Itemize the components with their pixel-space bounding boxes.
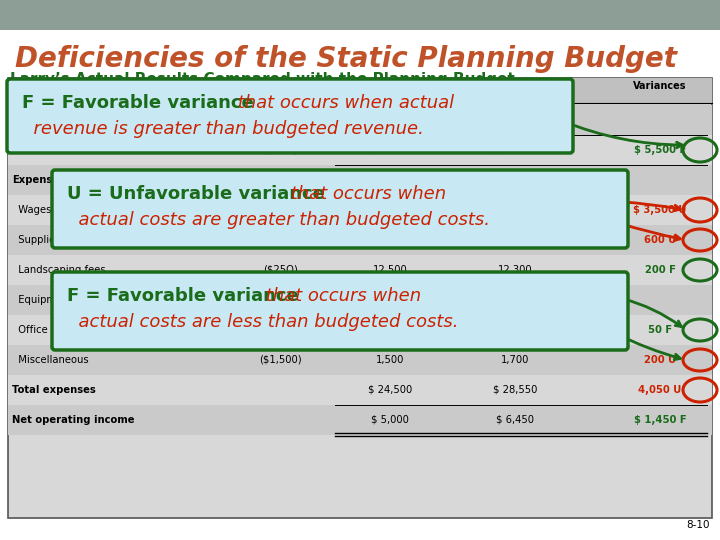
Text: ($75Q): ($75Q) <box>263 145 297 155</box>
Text: Revenue: Revenue <box>12 145 55 155</box>
Text: Number of lawns (Q): Number of lawns (Q) <box>12 115 115 125</box>
Text: that occurs when: that occurs when <box>285 185 446 203</box>
Text: Supplies: Supplies <box>12 235 60 245</box>
Circle shape <box>416 80 434 98</box>
Text: 200 U: 200 U <box>644 355 676 365</box>
Text: 12,300: 12,300 <box>498 265 532 275</box>
Text: Landscaping fees: Landscaping fees <box>12 265 106 275</box>
FancyBboxPatch shape <box>8 78 712 518</box>
FancyBboxPatch shape <box>52 170 628 248</box>
FancyBboxPatch shape <box>8 78 712 103</box>
Text: 1,500: 1,500 <box>376 235 404 245</box>
Text: $ 28,550: $ 28,550 <box>492 385 537 395</box>
Text: 1,500: 1,500 <box>376 355 404 365</box>
Circle shape <box>541 80 559 98</box>
Text: Miscellaneous: Miscellaneous <box>12 355 89 365</box>
FancyBboxPatch shape <box>8 345 712 375</box>
Text: 50 F: 50 F <box>648 325 672 335</box>
FancyBboxPatch shape <box>7 79 573 153</box>
Text: 2,100: 2,100 <box>501 235 529 245</box>
FancyBboxPatch shape <box>8 165 712 195</box>
Text: 8-10: 8-10 <box>686 520 710 530</box>
FancyBboxPatch shape <box>8 195 712 225</box>
Text: actual costs are less than budgeted costs.: actual costs are less than budgeted cost… <box>67 313 459 331</box>
Text: 1,000: 1,000 <box>376 325 404 335</box>
Text: Larry’s Actual Results Compared with the Planning Budget: Larry’s Actual Results Compared with the… <box>10 72 515 87</box>
FancyBboxPatch shape <box>0 0 720 30</box>
FancyBboxPatch shape <box>8 135 712 165</box>
Text: $ 43,000: $ 43,000 <box>493 145 537 155</box>
Text: 10,500: 10,500 <box>498 205 532 215</box>
Text: Revenue/Cost: Revenue/Cost <box>242 81 318 91</box>
FancyBboxPatch shape <box>8 255 712 285</box>
Text: ($1,000): ($1,000) <box>258 325 301 335</box>
Text: Budget: Budget <box>370 89 410 99</box>
Text: Actual: Actual <box>498 81 532 91</box>
Text: Total expenses: Total expenses <box>12 385 96 395</box>
Text: ($14Q): ($14Q) <box>263 205 297 215</box>
Text: $ 1,450 F: $ 1,450 F <box>634 415 686 425</box>
Text: 200 F: 200 F <box>644 265 675 275</box>
Text: ($1,000): ($1,000) <box>258 295 301 305</box>
Text: 500: 500 <box>381 115 400 125</box>
FancyBboxPatch shape <box>8 225 712 255</box>
Text: F = Favorable variance: F = Favorable variance <box>67 287 299 305</box>
Text: $ 5,000: $ 5,000 <box>371 415 409 425</box>
Text: Results: Results <box>495 89 536 99</box>
Text: $ 5,500 F: $ 5,500 F <box>634 145 686 155</box>
Text: 950: 950 <box>505 325 524 335</box>
Text: that occurs when actual: that occurs when actual <box>232 94 454 112</box>
Text: Office and shop utilities: Office and shop utilities <box>12 325 137 335</box>
Text: Expenses:: Expenses: <box>12 175 69 185</box>
Text: Planning: Planning <box>366 81 414 91</box>
Text: Variances: Variances <box>634 81 687 91</box>
Text: Deficiencies of the Static Planning Budget: Deficiencies of the Static Planning Budg… <box>15 45 677 73</box>
Text: Wages and salaries: Wages and salaries <box>12 205 115 215</box>
Text: 550: 550 <box>505 115 524 125</box>
Text: that occurs when: that occurs when <box>260 287 421 305</box>
Text: actual costs are greater than budgeted costs.: actual costs are greater than budgeted c… <box>67 211 490 229</box>
Text: 600 U: 600 U <box>644 235 676 245</box>
Text: 1,000: 1,000 <box>376 295 404 305</box>
Text: 12,500: 12,500 <box>373 265 408 275</box>
Text: Net operating income: Net operating income <box>12 415 135 425</box>
Text: revenue is greater than budgeted revenue.: revenue is greater than budgeted revenue… <box>22 120 424 138</box>
Text: F = Favorable variance: F = Favorable variance <box>22 94 253 112</box>
Text: Equipment dep.: Equipment dep. <box>12 295 97 305</box>
Text: 4,050 U: 4,050 U <box>639 385 682 395</box>
Text: $ 24,500: $ 24,500 <box>368 385 412 395</box>
Text: ($25Q): ($25Q) <box>263 265 297 275</box>
Text: Formulas: Formulas <box>255 89 305 99</box>
Text: ($3Q): ($3Q) <box>266 235 294 245</box>
Text: $ 37,500: $ 37,500 <box>368 145 412 155</box>
FancyBboxPatch shape <box>52 272 628 350</box>
FancyBboxPatch shape <box>8 315 712 345</box>
Text: 7,000: 7,000 <box>376 205 404 215</box>
FancyBboxPatch shape <box>8 105 712 135</box>
Text: ($1,500): ($1,500) <box>258 355 301 365</box>
Text: 1,700: 1,700 <box>501 355 529 365</box>
Text: $ 3,500 U: $ 3,500 U <box>634 205 687 215</box>
Text: U = Unfavorable variance: U = Unfavorable variance <box>67 185 325 203</box>
Text: 1,000: 1,000 <box>501 295 529 305</box>
FancyBboxPatch shape <box>8 405 712 435</box>
FancyBboxPatch shape <box>8 375 712 405</box>
FancyBboxPatch shape <box>8 285 712 315</box>
Text: $ 6,450: $ 6,450 <box>496 415 534 425</box>
